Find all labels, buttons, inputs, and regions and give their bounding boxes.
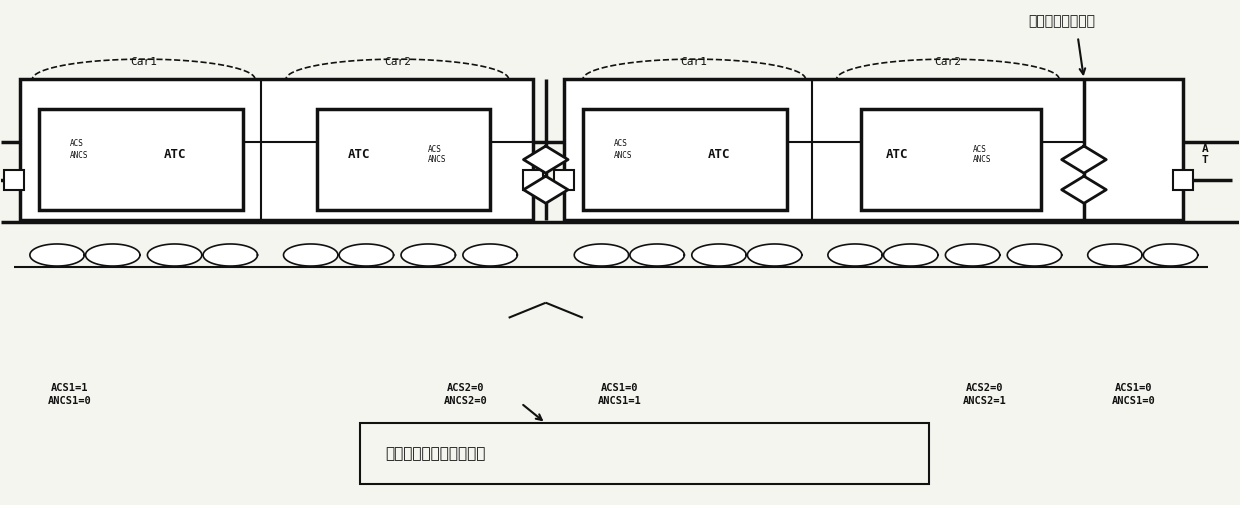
Text: ACS2=0
ANCS2=0: ACS2=0 ANCS2=0 <box>444 383 487 407</box>
Polygon shape <box>523 146 568 173</box>
Text: ANCS: ANCS <box>428 155 446 164</box>
Polygon shape <box>1061 146 1106 173</box>
Polygon shape <box>1143 244 1198 266</box>
Polygon shape <box>574 244 629 266</box>
Polygon shape <box>828 244 883 266</box>
Polygon shape <box>463 244 517 266</box>
FancyBboxPatch shape <box>523 170 543 190</box>
Polygon shape <box>1087 244 1142 266</box>
Polygon shape <box>748 244 802 266</box>
Polygon shape <box>945 244 999 266</box>
Text: ACS2=0
ANCS2=1: ACS2=0 ANCS2=1 <box>963 383 1007 407</box>
Text: ANCS: ANCS <box>972 155 991 164</box>
Text: ACS1=0
ANCS1=0: ACS1=0 ANCS1=0 <box>1111 383 1156 407</box>
Polygon shape <box>86 244 140 266</box>
FancyBboxPatch shape <box>38 110 243 210</box>
FancyBboxPatch shape <box>862 110 1040 210</box>
FancyBboxPatch shape <box>564 79 1183 220</box>
Text: ATC: ATC <box>164 148 186 161</box>
Polygon shape <box>1061 176 1106 204</box>
Polygon shape <box>884 244 937 266</box>
Text: ATC: ATC <box>347 148 371 161</box>
Polygon shape <box>203 244 258 266</box>
Text: ACS
ANCS: ACS ANCS <box>69 139 88 160</box>
Text: Car2: Car2 <box>384 57 410 67</box>
Text: ACS: ACS <box>428 145 443 154</box>
Text: 检测到非正常的联挂列车: 检测到非正常的联挂列车 <box>384 446 485 461</box>
Text: Car2: Car2 <box>935 57 961 67</box>
Polygon shape <box>692 244 746 266</box>
Polygon shape <box>340 244 393 266</box>
FancyBboxPatch shape <box>317 110 490 210</box>
Polygon shape <box>523 176 568 204</box>
Text: ACS
ANCS: ACS ANCS <box>614 139 632 160</box>
Polygon shape <box>30 244 84 266</box>
Polygon shape <box>1007 244 1061 266</box>
Polygon shape <box>284 244 339 266</box>
Text: Car1: Car1 <box>130 57 157 67</box>
Polygon shape <box>148 244 202 266</box>
FancyBboxPatch shape <box>4 170 24 190</box>
Text: ACS: ACS <box>972 145 987 154</box>
Text: ACS1=0
ANCS1=1: ACS1=0 ANCS1=1 <box>598 383 642 407</box>
FancyBboxPatch shape <box>583 110 787 210</box>
FancyBboxPatch shape <box>1173 170 1193 190</box>
Polygon shape <box>630 244 684 266</box>
Text: 非正常的联挂列车: 非正常的联挂列车 <box>1028 15 1095 28</box>
Polygon shape <box>401 244 455 266</box>
Text: ACS1=1
ANCS1=0: ACS1=1 ANCS1=0 <box>47 383 92 407</box>
Text: ATC: ATC <box>708 148 730 161</box>
FancyBboxPatch shape <box>360 423 929 483</box>
Text: Car1: Car1 <box>681 57 708 67</box>
Text: A
T: A T <box>1202 144 1208 165</box>
FancyBboxPatch shape <box>554 170 574 190</box>
Text: ATC: ATC <box>887 148 909 161</box>
FancyBboxPatch shape <box>20 79 533 220</box>
